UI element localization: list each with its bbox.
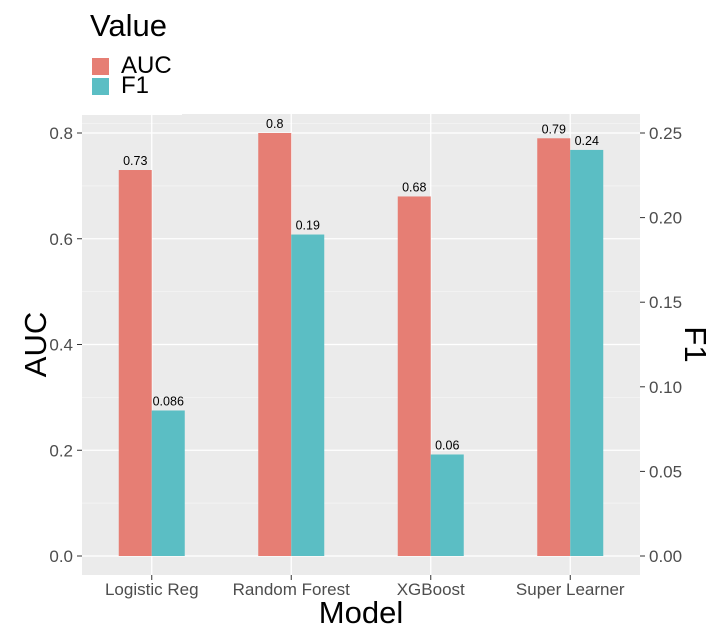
y2-tick-label: 0.05 bbox=[649, 462, 682, 481]
x-tick-label: XGBoost bbox=[397, 580, 465, 599]
legend-title: Value bbox=[90, 8, 167, 43]
data-label: 0.68 bbox=[402, 180, 426, 194]
legend-label-auc: AUC bbox=[121, 52, 172, 79]
legend-background bbox=[82, 100, 182, 115]
y2-tick-label: 0.10 bbox=[649, 378, 682, 397]
y-axis-title: AUC bbox=[18, 312, 53, 377]
y2-tick-label: 0.00 bbox=[649, 547, 682, 566]
y-tick-label: 0.6 bbox=[49, 230, 73, 249]
y2-tick-label: 0.20 bbox=[649, 209, 682, 228]
data-label: 0.79 bbox=[542, 122, 566, 136]
x-tick-label: Logistic Reg bbox=[105, 580, 199, 599]
y2-tick-label: 0.15 bbox=[649, 293, 682, 312]
data-label: 0.086 bbox=[153, 394, 184, 408]
bar-auc bbox=[258, 133, 292, 556]
legend-key-f1 bbox=[92, 77, 109, 95]
y-tick-label: 0.2 bbox=[49, 441, 73, 460]
bar-auc bbox=[397, 196, 431, 556]
x-tick-label: Super Learner bbox=[516, 580, 625, 599]
x-axis-title: Model bbox=[319, 595, 403, 630]
bar-f1 bbox=[151, 410, 185, 556]
bar-auc bbox=[537, 138, 571, 556]
bar-f1 bbox=[430, 454, 464, 556]
bar-f1 bbox=[291, 234, 325, 556]
y2-axis-title: F1 bbox=[678, 326, 713, 362]
legend-key-auc bbox=[92, 57, 109, 75]
bar-f1 bbox=[570, 149, 604, 557]
legend-label-f1: F1 bbox=[121, 72, 150, 99]
legend-item-f1: F1 bbox=[92, 72, 150, 99]
data-label: 0.73 bbox=[123, 154, 147, 168]
y-tick-label: 0.0 bbox=[49, 547, 73, 566]
y-tick-label: 0.4 bbox=[49, 336, 73, 355]
y2-tick-label: 0.25 bbox=[649, 124, 682, 143]
bar-auc bbox=[118, 170, 152, 556]
data-label: 0.8 bbox=[266, 117, 283, 131]
data-label: 0.06 bbox=[435, 438, 459, 452]
legend-item-auc: AUC bbox=[92, 52, 172, 79]
y-tick-label: 0.8 bbox=[49, 124, 73, 143]
data-label: 0.24 bbox=[575, 134, 599, 148]
data-label: 0.19 bbox=[296, 219, 320, 233]
x-tick-label: Random Forest bbox=[233, 580, 350, 599]
